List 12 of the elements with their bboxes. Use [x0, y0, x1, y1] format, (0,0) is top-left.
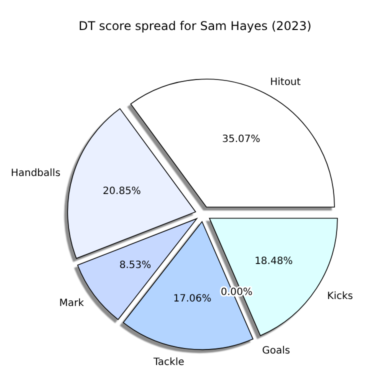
data-label: 17.06% [173, 293, 212, 304]
data-label: 18.48% [254, 256, 293, 267]
slice-label: Handballs [10, 168, 60, 180]
slice-label: Kicks [327, 290, 353, 302]
slice-label: Mark [59, 298, 84, 310]
data-label: 35.07% [222, 134, 260, 146]
chart-title: DT score spread for Sam Hayes (2023) [78, 19, 312, 33]
category-label: Goals [262, 346, 290, 357]
slice-label: Tackle [152, 356, 184, 368]
data-label: 20.85% [102, 186, 141, 197]
slice-label: Hitout [270, 77, 301, 88]
data-label: 8.53% [119, 260, 152, 271]
